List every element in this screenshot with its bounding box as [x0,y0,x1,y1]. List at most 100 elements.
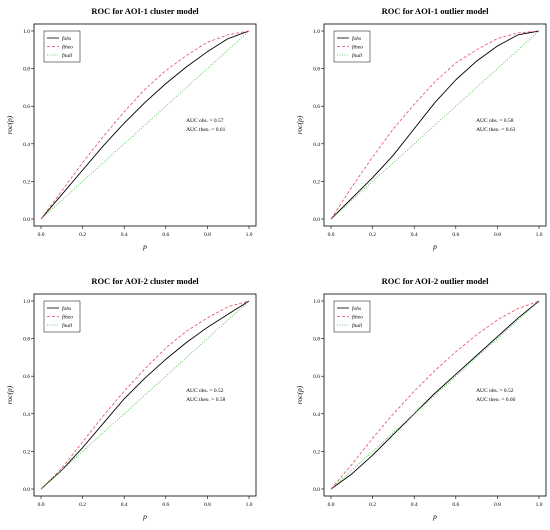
legend-entry: fobs [352,35,361,42]
x-axis-label: p [142,242,147,251]
y-tick-label: 0.6 [23,104,30,110]
x-axis-label: p [432,242,437,251]
x-tick-label: 1.0 [536,502,543,508]
chart-title: ROC for AOI-2 cluster model [91,276,199,286]
series-line-fobs [330,30,540,220]
auc-annotation: AUC theo. = 0.63 [476,127,516,133]
legend-entry: ftheo [62,314,73,321]
x-tick-label: 0.4 [411,502,418,508]
auc-annotation: AUC theo. = 0.58 [186,397,226,403]
x-tick-label: 0.2 [79,502,86,508]
chart-title: ROC for AOI-1 outlier model [382,6,490,16]
y-tick-label: 0.8 [23,337,30,343]
roc-panel-1: ROC for AOI-1 cluster model 0.0 0.2 0.4 0.6 0… [5,6,257,251]
x-tick-label: 1.0 [536,232,543,238]
series-line-fnull [330,300,540,490]
y-axis-label: roc(p) [295,115,304,134]
auc-annotation: AUC obs. = 0.58 [476,118,514,124]
x-tick-label: 0.2 [79,232,86,238]
series-line-ftheo [40,30,250,220]
x-tick-label: 0.0 [328,502,335,508]
y-tick-label: 1.0 [313,299,320,305]
x-tick-label: 0.0 [328,232,335,238]
x-axis-label: p [432,512,437,521]
chart-title: ROC for AOI-2 outlier model [382,276,490,286]
x-axis-label: p [142,512,147,521]
roc-panel-4: ROC for AOI-2 outlier model 0.0 0.2 0.4 0.6 0… [295,276,547,521]
x-tick-label: 0.0 [38,232,45,238]
x-tick-label: 0.6 [452,232,459,238]
legend-entry: fnull [352,52,363,59]
plot-frame [33,293,257,497]
auc-annotation: AUC theo. = 0.60 [476,397,516,403]
x-tick-label: 0.8 [494,232,501,238]
legend-entry: ftheo [62,44,73,51]
roc-panel-2: ROC for AOI-1 outlier model 0.0 0.2 0.4 0.6 0… [295,6,547,251]
x-tick-label: 0.4 [411,232,418,238]
series-line-fnull [40,300,250,490]
x-tick-label: 0.4 [121,502,128,508]
series-line-fobs [40,30,250,220]
series-line-fnull [330,30,540,220]
legend-entry: fobs [62,305,71,312]
chart-title: ROC for AOI-1 cluster model [91,6,199,16]
series-line-ftheo [40,300,250,490]
y-tick-label: 0.0 [23,217,30,223]
y-tick-label: 0.0 [313,217,320,223]
y-tick-label: 0.4 [23,412,30,418]
y-tick-label: 0.0 [313,487,320,493]
y-tick-label: 0.8 [313,337,320,343]
y-tick-label: 0.2 [23,449,30,455]
x-tick-label: 0.2 [369,502,376,508]
x-tick-label: 0.8 [494,502,501,508]
series-line-ftheo [330,30,540,220]
y-axis-label: roc(p) [295,385,304,404]
x-tick-label: 0.4 [121,232,128,238]
y-tick-label: 0.0 [23,487,30,493]
series-line-fnull [40,30,250,220]
legend-entry: fobs [352,305,361,312]
legend-entry: fnull [62,322,73,329]
y-tick-label: 0.6 [23,374,30,380]
auc-annotation: AUC theo. = 0.61 [186,127,226,133]
y-tick-label: 1.0 [23,29,30,35]
auc-annotation: AUC obs. = 0.57 [186,118,224,124]
x-tick-label: 1.0 [246,232,253,238]
auc-annotation: AUC obs. = 0.52 [476,388,514,394]
y-tick-label: 1.0 [23,299,30,305]
y-tick-label: 0.2 [313,179,320,185]
legend-entry: ftheo [352,44,363,51]
plot-frame [323,293,547,497]
y-tick-label: 1.0 [313,29,320,35]
x-tick-label: 0.0 [38,502,45,508]
y-axis-label: roc(p) [5,115,14,134]
x-tick-label: 0.6 [162,232,169,238]
x-tick-label: 0.2 [369,232,376,238]
y-tick-label: 0.4 [23,142,30,148]
y-tick-label: 0.4 [313,412,320,418]
y-tick-label: 0.4 [313,142,320,148]
series-line-ftheo [330,300,540,490]
series-line-fobs [330,300,540,490]
plot-frame [323,23,547,227]
x-tick-label: 0.6 [452,502,459,508]
auc-annotation: AUC obs. = 0.52 [186,388,224,394]
legend-entry: ftheo [352,314,363,321]
legend-entry: fnull [62,52,73,59]
legend-entry: fnull [352,322,363,329]
series-line-fobs [40,300,250,490]
y-axis-label: roc(p) [5,385,14,404]
y-tick-label: 0.8 [23,67,30,73]
x-tick-label: 0.6 [162,502,169,508]
legend-entry: fobs [62,35,71,42]
plot-frame [33,23,257,227]
y-tick-label: 0.2 [313,449,320,455]
roc-panel-3: ROC for AOI-2 cluster model 0.0 0.2 0.4 0.6 0… [5,276,257,521]
y-tick-label: 0.6 [313,104,320,110]
x-tick-label: 0.8 [204,232,211,238]
x-tick-label: 1.0 [246,502,253,508]
x-tick-label: 0.8 [204,502,211,508]
y-tick-label: 0.8 [313,67,320,73]
y-tick-label: 0.2 [23,179,30,185]
